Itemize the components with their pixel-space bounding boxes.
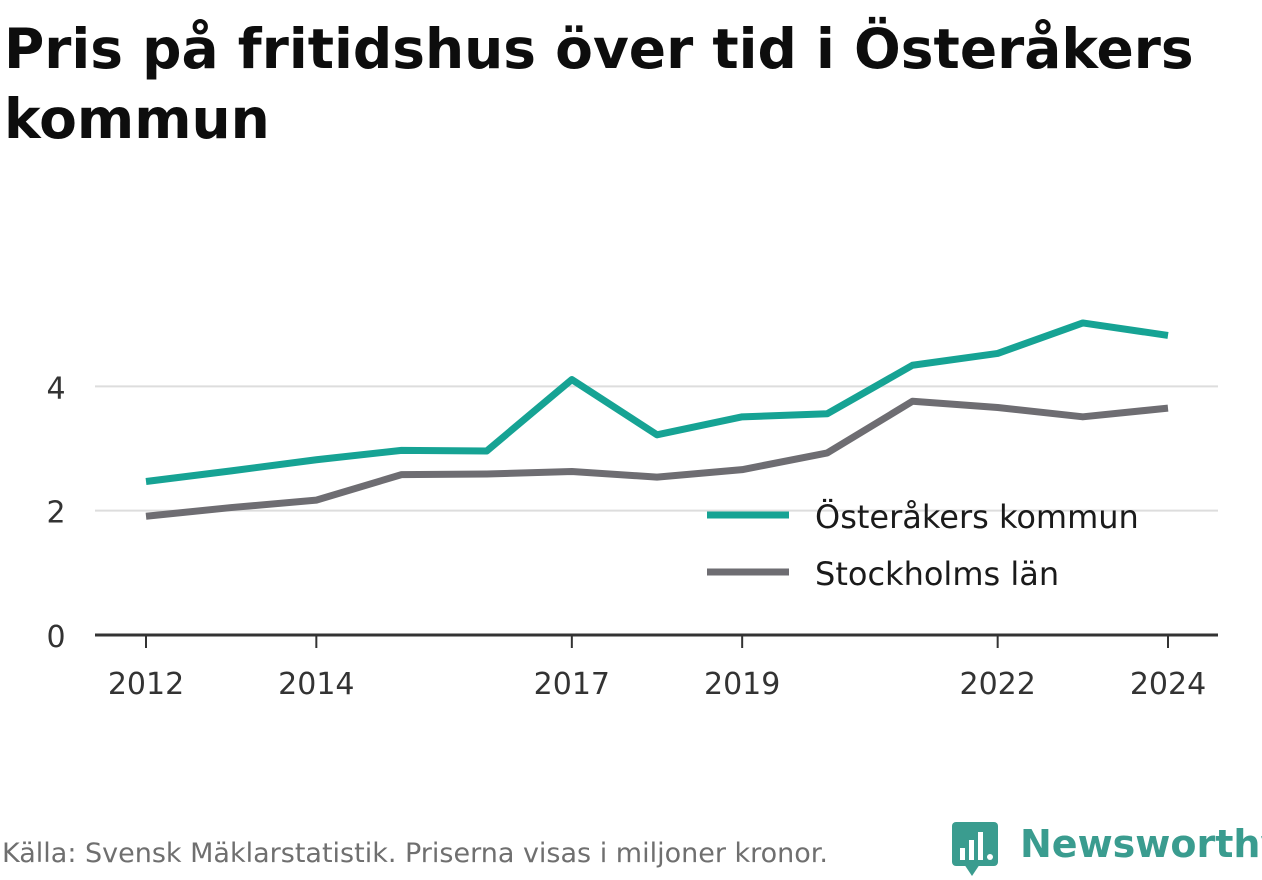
- series-line-osteraker: [145, 319, 1169, 485]
- y-axis-ticks: 0 2 4: [46, 371, 65, 655]
- source-note: Källa: Svensk Mäklarstatistik. Priserna …: [2, 838, 829, 869]
- x-axis-ticks: 2012 2014 2017 2019 2022 2024: [108, 635, 1206, 702]
- legend-label: Österåkers kommun: [815, 498, 1139, 536]
- x-tick-label: 2022: [959, 667, 1035, 702]
- series-line-stockholm: [145, 397, 1169, 520]
- chart-title: Pris på fritidshus över tid i Österåkers…: [4, 17, 1194, 151]
- x-tick-label: 2014: [278, 667, 354, 702]
- legend: Österåkers kommun Stockholms län: [707, 498, 1139, 593]
- gridlines: [95, 385, 1218, 512]
- x-tick-label: 2019: [704, 667, 780, 702]
- newsworthy-logo[interactable]: Newsworthy: [950, 818, 1262, 880]
- y-tick-label: 2: [46, 496, 65, 531]
- y-tick-label: 0: [46, 620, 65, 655]
- x-tick-label: 2024: [1130, 667, 1206, 702]
- x-tick-label: 2012: [108, 667, 184, 702]
- series-lines: [145, 319, 1169, 520]
- newsworthy-logo-icon: [952, 822, 998, 876]
- legend-label: Stockholms län: [815, 555, 1059, 593]
- brand-name: Newsworthy: [1020, 822, 1262, 866]
- x-tick-label: 2017: [534, 667, 610, 702]
- y-tick-label: 4: [46, 371, 65, 406]
